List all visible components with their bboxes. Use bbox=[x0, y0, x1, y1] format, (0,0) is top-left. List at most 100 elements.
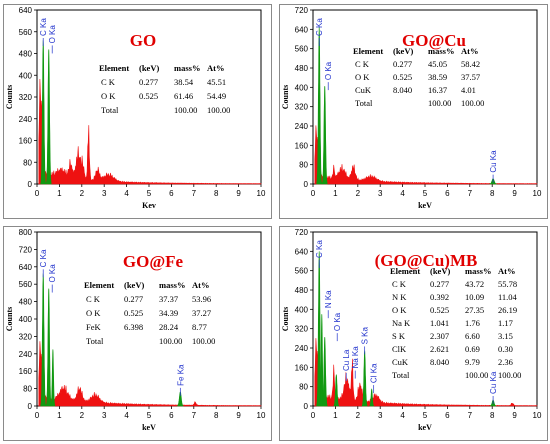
x-tick-label: 0 bbox=[311, 411, 316, 420]
y-tick-label: 240 bbox=[295, 344, 309, 353]
element-peak bbox=[333, 374, 340, 407]
composition-table: Element (keV) mass% At% C K 0.277 38.54 45.51 O … bbox=[99, 63, 230, 115]
x-tick-label: 7 bbox=[468, 189, 473, 198]
y-tick-label: 560 bbox=[295, 45, 309, 54]
y-tick-label: 560 bbox=[19, 28, 33, 37]
eds-panel-3: 0 80 160 240 320 400 480 560 640 720 0 1 2 3 4 5 6 7 8 9 10 k… bbox=[279, 226, 548, 441]
peak-label: O Ka bbox=[48, 264, 57, 283]
composition-table: Element (keV) mass% At% C K 0.277 37.37 53.96 O … bbox=[84, 280, 215, 346]
x-tick-label: 7 bbox=[192, 411, 197, 420]
y-tick-label: 80 bbox=[23, 385, 32, 394]
table-cell: 10.09 bbox=[465, 292, 484, 302]
x-tick-label: 7 bbox=[192, 189, 197, 198]
table-cell: Total bbox=[392, 370, 410, 380]
table-header-cell: Element bbox=[99, 63, 129, 73]
table-cell: 100.00 bbox=[159, 336, 182, 346]
table-cell: 0.277 bbox=[124, 294, 143, 304]
peak-label: Cu La bbox=[342, 349, 351, 371]
table-cell: 58.42 bbox=[461, 59, 480, 69]
x-tick-label: 5 bbox=[147, 411, 152, 420]
peak-label: Cu Ka bbox=[489, 371, 498, 394]
y-tick-label: 720 bbox=[295, 228, 309, 237]
eds-panel-0: 0 80 160 240 320 400 480 560 640 0 1 2 3 4 5 6 7 8 9 10 Kev C… bbox=[3, 4, 272, 219]
table-cell: 38.54 bbox=[174, 77, 194, 87]
peak-label: Fe Ka bbox=[176, 364, 185, 386]
y-tick-label: 720 bbox=[295, 6, 309, 15]
x-tick-label: 2 bbox=[80, 411, 85, 420]
x-tick-label: 8 bbox=[490, 411, 495, 420]
plot-area bbox=[36, 231, 262, 407]
peak-label: C Ka bbox=[39, 249, 48, 267]
y-tick-label: 80 bbox=[23, 158, 32, 167]
table-cell: 61.46 bbox=[174, 91, 193, 101]
table-cell: 45.05 bbox=[428, 59, 447, 69]
y-tick-label: 160 bbox=[295, 363, 309, 372]
y-tick-label: 480 bbox=[295, 64, 309, 73]
table-cell: 0.525 bbox=[393, 72, 412, 82]
table-cell: Total bbox=[355, 98, 373, 108]
y-tick-label: 0 bbox=[28, 402, 33, 411]
x-tick-label: 10 bbox=[257, 411, 266, 420]
composition-table: Element (keV) mass% At% C K 0.277 45.05 58.42 O … bbox=[353, 46, 484, 108]
y-tick-label: 80 bbox=[299, 383, 308, 392]
y-tick-label: 400 bbox=[19, 315, 33, 324]
plot-area bbox=[36, 9, 262, 185]
table-header-cell: mass% bbox=[428, 46, 454, 56]
table-cell: 8.040 bbox=[430, 357, 449, 367]
x-tick-label: 8 bbox=[214, 411, 219, 420]
y-tick-label: 0 bbox=[28, 180, 33, 189]
x-axis-label: Kev bbox=[142, 201, 156, 210]
table-header-cell: (keV) bbox=[430, 266, 450, 276]
x-tick-label: 1 bbox=[57, 411, 62, 420]
y-tick-label: 160 bbox=[19, 137, 33, 146]
table-cell: 37.27 bbox=[192, 308, 211, 318]
x-tick-label: 4 bbox=[400, 189, 405, 198]
peak-label: C Ka bbox=[315, 240, 324, 258]
x-tick-label: 2 bbox=[356, 189, 361, 198]
table-cell: 1.17 bbox=[498, 318, 513, 328]
panel-title: (GO@Cu)MB bbox=[375, 251, 478, 270]
peak-label: O Ka bbox=[324, 61, 333, 80]
element-peak bbox=[46, 288, 52, 407]
peak-label: C Ka bbox=[315, 18, 324, 36]
element-peak bbox=[316, 26, 322, 185]
table-cell: 26.19 bbox=[498, 305, 517, 315]
y-tick-label: 400 bbox=[295, 305, 309, 314]
x-axis-label: keV bbox=[418, 201, 432, 210]
table-header-cell: mass% bbox=[174, 63, 200, 73]
y-tick-label: 80 bbox=[299, 161, 308, 170]
table-cell: 8.77 bbox=[192, 322, 207, 332]
table-cell: 2.36 bbox=[498, 357, 513, 367]
y-tick-label: 240 bbox=[19, 350, 33, 359]
x-tick-label: 3 bbox=[378, 411, 383, 420]
x-axis-label: keV bbox=[418, 423, 432, 432]
y-tick-label: 640 bbox=[19, 6, 33, 15]
table-cell: 45.51 bbox=[207, 77, 226, 87]
table-cell: N K bbox=[392, 292, 407, 302]
y-tick-label: 240 bbox=[19, 115, 33, 124]
table-cell: C K bbox=[101, 77, 116, 87]
table-cell: Total bbox=[86, 336, 104, 346]
panel-title: GO@Cu bbox=[402, 31, 466, 50]
x-tick-label: 6 bbox=[169, 411, 174, 420]
element-peak bbox=[322, 337, 328, 407]
peak-label: C Ka bbox=[39, 18, 48, 36]
table-cell: 100.00 bbox=[498, 370, 521, 380]
table-cell: O K bbox=[392, 305, 407, 315]
y-tick-label: 560 bbox=[295, 267, 309, 276]
table-cell: 0.392 bbox=[430, 292, 449, 302]
table-cell: S K bbox=[392, 331, 406, 341]
element-peak bbox=[322, 86, 328, 185]
y-axis-label: Counts bbox=[5, 85, 14, 109]
x-tick-label: 4 bbox=[400, 411, 405, 420]
y-tick-label: 320 bbox=[19, 93, 33, 102]
table-cell: 28.24 bbox=[159, 322, 179, 332]
x-tick-label: 1 bbox=[333, 411, 338, 420]
y-tick-label: 160 bbox=[295, 141, 309, 150]
x-tick-label: 10 bbox=[257, 189, 266, 198]
x-tick-label: 6 bbox=[445, 189, 450, 198]
x-tick-label: 2 bbox=[356, 411, 361, 420]
spectrum-area bbox=[38, 341, 262, 407]
table-header-cell: mass% bbox=[465, 266, 491, 276]
